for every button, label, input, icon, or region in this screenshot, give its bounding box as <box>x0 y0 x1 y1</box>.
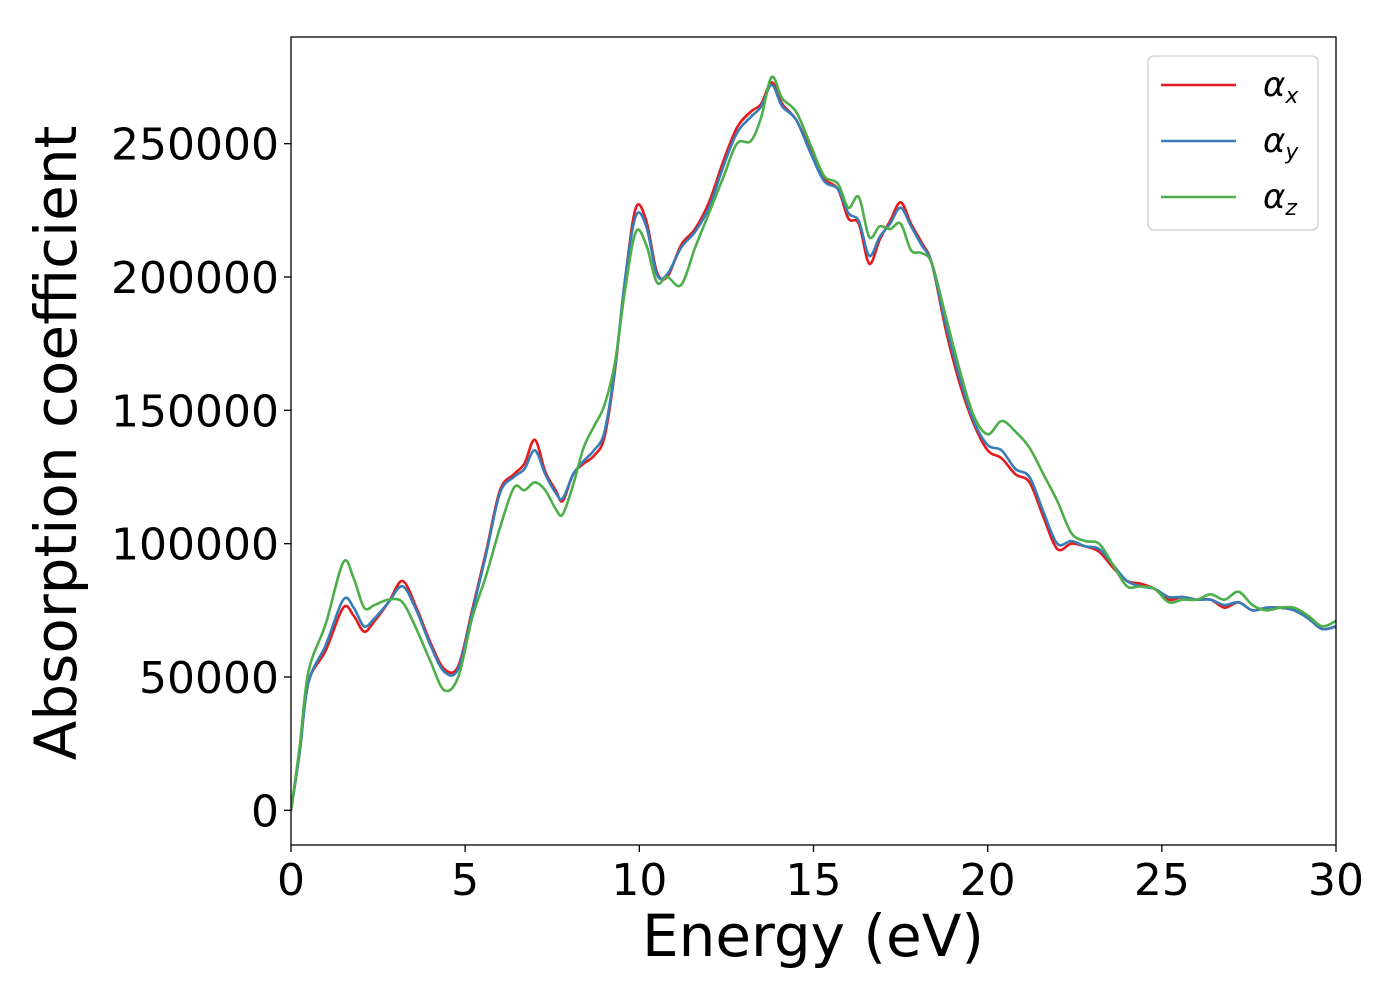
x-tick-label: 25 <box>1134 855 1190 906</box>
series-layer <box>291 75 1336 812</box>
series-line-z <box>291 75 1336 812</box>
legend: αx αy αz <box>1147 55 1319 231</box>
x-tick-label: 30 <box>1308 855 1364 906</box>
y-tick-label: 150000 <box>111 386 279 437</box>
y-tick-label: 50000 <box>139 653 279 704</box>
y-tick-label: 250000 <box>111 120 279 171</box>
y-axis: 0 50000 100000 150000 200000 250000 <box>111 120 291 837</box>
x-tick-label: 15 <box>786 855 842 906</box>
legend-label-y: αy <box>1263 121 1299 165</box>
x-tick-label: 0 <box>277 855 305 906</box>
legend-label-z: αz <box>1263 177 1297 221</box>
x-tick-label: 20 <box>960 855 1016 906</box>
legend-label-x: αx <box>1263 65 1299 109</box>
x-axis-title: Energy (eV) <box>642 902 984 970</box>
x-tick-label: 5 <box>451 855 479 906</box>
y-tick-label: 100000 <box>111 520 279 571</box>
legend-box <box>1147 55 1319 231</box>
y-tick-label: 200000 <box>111 253 279 304</box>
x-axis: 0 5 10 15 20 25 30 <box>277 845 1364 906</box>
x-tick-label: 10 <box>611 855 667 906</box>
y-tick-label: 0 <box>251 786 279 837</box>
y-axis-title: Absorption coefficient <box>22 126 90 761</box>
